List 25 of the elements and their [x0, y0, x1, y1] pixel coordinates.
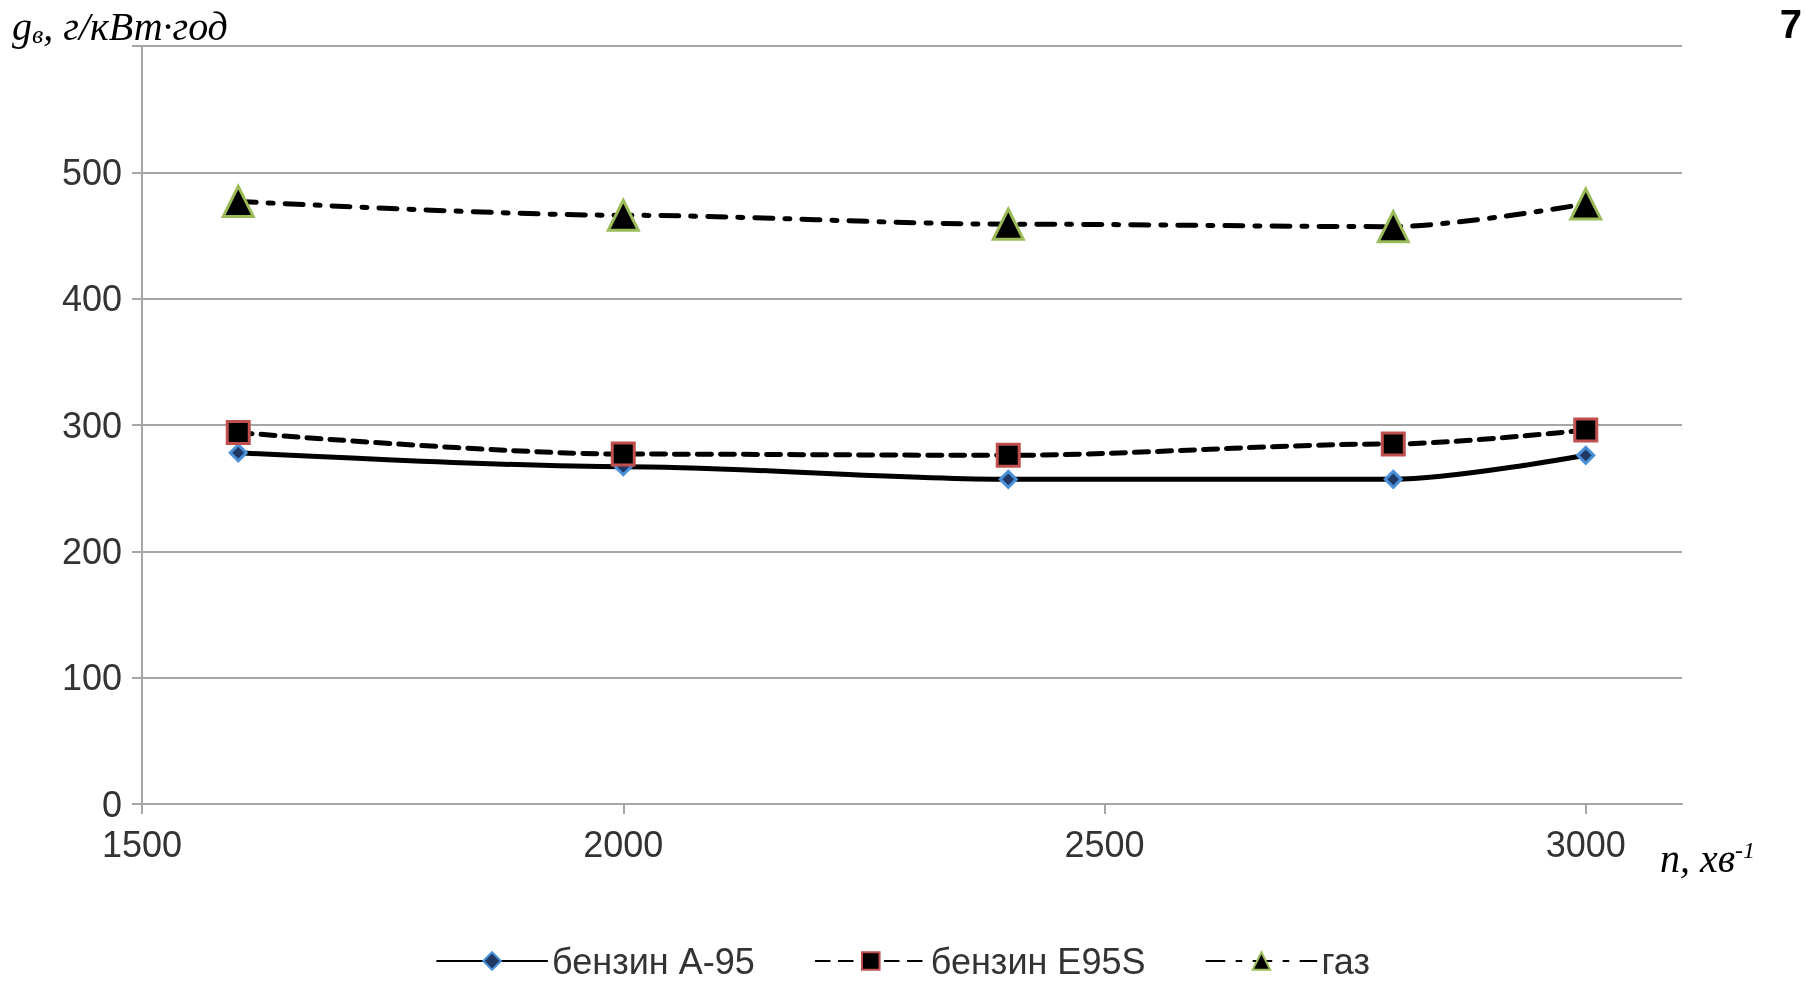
y-tick-label: 0	[101, 783, 122, 825]
x-tick-label: 2000	[583, 823, 664, 865]
y-tick-label: 400	[61, 278, 122, 320]
point	[606, 198, 640, 232]
y-tick-label: 500	[61, 151, 122, 193]
point	[995, 442, 1021, 468]
legend-label: газ	[1321, 940, 1370, 982]
point	[1573, 417, 1599, 443]
text: 7	[1779, 2, 1802, 46]
legend-label: бензин А-95	[552, 940, 755, 982]
y-axis-title: gв, г/кВт·год	[12, 3, 228, 49]
legend-label: бензин E95S	[930, 940, 1146, 982]
point	[1376, 210, 1410, 244]
point	[1380, 431, 1406, 457]
y-tick-label: 100	[61, 657, 122, 699]
point	[610, 441, 636, 467]
point	[1569, 187, 1603, 221]
y-tick-label: 200	[61, 530, 122, 572]
point	[221, 184, 255, 218]
y-tick-label: 300	[61, 404, 122, 446]
x-tick-label: 1500	[101, 823, 183, 865]
point	[991, 207, 1025, 241]
point	[225, 420, 251, 446]
x-tick-label: 2500	[1064, 823, 1145, 865]
x-tick-label: 3000	[1545, 823, 1626, 865]
